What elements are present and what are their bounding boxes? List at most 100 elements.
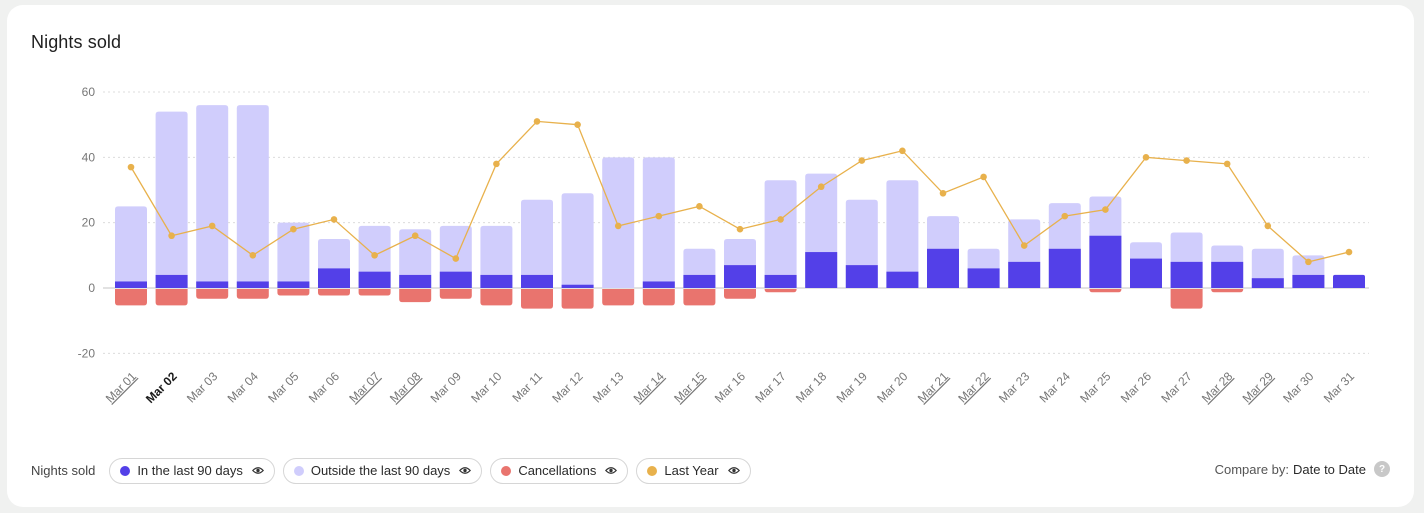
last-year-point bbox=[249, 252, 257, 259]
bar-in-last-90-days bbox=[1130, 258, 1162, 288]
x-tick-label: Mar 16 bbox=[712, 369, 749, 406]
y-tick-label: -20 bbox=[78, 346, 96, 360]
bar-in-last-90-days bbox=[439, 271, 472, 288]
bar-cancellations bbox=[683, 289, 716, 306]
x-tick-label: Mar 28 bbox=[1199, 369, 1236, 406]
bar-outside-90-days bbox=[561, 193, 594, 288]
bar-outside-90-days bbox=[399, 229, 432, 288]
bar-in-last-90-days bbox=[1251, 278, 1284, 288]
legend-toggle-cancellations[interactable]: Cancellations bbox=[490, 457, 629, 484]
x-tick-label: Mar 13 bbox=[590, 369, 627, 406]
bar-in-last-90-days bbox=[1211, 261, 1244, 288]
bar-in-last-90-days bbox=[277, 281, 310, 288]
x-tick-label: Mar 14 bbox=[631, 369, 668, 406]
bar-in-last-90-days bbox=[155, 274, 188, 288]
x-tick-label: Mar 27 bbox=[1158, 369, 1195, 406]
x-tick-label: Mar 17 bbox=[752, 369, 789, 406]
legend-item-label: Cancellations bbox=[518, 463, 597, 478]
bar-in-last-90-days bbox=[1089, 235, 1122, 288]
bar-cancellations bbox=[561, 289, 594, 309]
bar-in-last-90-days bbox=[358, 271, 391, 288]
bar-in-last-90-days bbox=[642, 281, 675, 288]
bar-cancellations bbox=[642, 289, 675, 306]
legend-item-label: Outside the last 90 days bbox=[310, 463, 451, 478]
bar-cancellations bbox=[1211, 289, 1244, 293]
bar-cancellations bbox=[764, 289, 797, 293]
bar-outside-90-days bbox=[277, 222, 310, 288]
bar-in-last-90-days bbox=[1292, 274, 1325, 288]
bar-outside-90-days bbox=[642, 157, 675, 288]
bar-in-last-90-days bbox=[561, 284, 594, 288]
legend-toggle-last-year[interactable]: Last Year bbox=[636, 457, 751, 484]
bar-in-last-90-days bbox=[927, 248, 959, 288]
last-year-point bbox=[1061, 212, 1069, 220]
x-tick-label: Mar 18 bbox=[793, 369, 830, 406]
eye-icon bbox=[459, 467, 472, 474]
bar-outside-90-days bbox=[480, 225, 513, 288]
last-year-point bbox=[655, 212, 663, 220]
last-year-point bbox=[899, 147, 906, 155]
bar-outside-90-days bbox=[236, 105, 269, 288]
bar-in-last-90-days bbox=[480, 274, 513, 288]
x-tick-label: Mar 04 bbox=[225, 369, 262, 406]
bar-cancellations bbox=[399, 289, 432, 303]
bar-cancellations bbox=[115, 289, 147, 306]
bar-cancellations bbox=[1089, 289, 1122, 293]
card-title: Nights sold bbox=[31, 32, 122, 52]
bar-in-last-90-days bbox=[805, 252, 838, 288]
series-color-dot bbox=[293, 465, 304, 476]
legend-toggle-in-last-90-days[interactable]: In the last 90 days bbox=[109, 457, 275, 484]
last-year-point bbox=[777, 216, 784, 223]
x-tick-label: Mar 06 bbox=[306, 369, 343, 406]
x-tick-label: Mar 12 bbox=[549, 369, 586, 406]
x-tick-label: Mar 23 bbox=[996, 369, 1033, 406]
compare-by: Compare by: Date to Date ? bbox=[1215, 461, 1390, 477]
bar-cancellations bbox=[318, 289, 350, 296]
x-tick-label: Mar 30 bbox=[1280, 369, 1317, 406]
bar-outside-90-days bbox=[196, 105, 229, 288]
x-tick-label: Mar 03 bbox=[184, 369, 221, 406]
last-year-point bbox=[1345, 248, 1353, 256]
bar-in-last-90-days bbox=[521, 274, 553, 288]
bar-in-last-90-days bbox=[115, 281, 147, 288]
last-year-point bbox=[533, 118, 541, 125]
last-year-point bbox=[1223, 160, 1231, 168]
last-year-point bbox=[696, 203, 703, 210]
series-color-dot bbox=[501, 465, 512, 476]
x-tick-label: Mar 11 bbox=[509, 369, 545, 405]
legend-item-label: Last Year bbox=[664, 463, 719, 478]
x-tick-label: Mar 15 bbox=[671, 369, 708, 406]
last-year-point bbox=[1264, 222, 1272, 230]
bar-in-last-90-days bbox=[236, 281, 269, 288]
eye-icon bbox=[251, 467, 264, 474]
x-tick-label: Mar 26 bbox=[1118, 369, 1155, 406]
bar-cancellations bbox=[277, 289, 310, 296]
legend-label: Nights sold bbox=[31, 463, 96, 478]
last-year-point bbox=[168, 232, 175, 240]
bar-in-last-90-days bbox=[845, 265, 878, 288]
last-year-point bbox=[1142, 154, 1150, 161]
x-tick-label: Mar 05 bbox=[265, 369, 302, 406]
y-tick-label: 20 bbox=[82, 216, 96, 230]
bar-in-last-90-days bbox=[1048, 248, 1081, 288]
last-year-point bbox=[980, 173, 987, 181]
legend-item-label: In the last 90 days bbox=[137, 463, 243, 478]
bar-outside-90-days bbox=[155, 111, 188, 288]
compare-by-value[interactable]: Date to Date bbox=[1293, 461, 1366, 477]
last-year-point bbox=[371, 252, 378, 259]
legend-toggle-outside-last-90-days[interactable]: Outside the last 90 days bbox=[282, 457, 483, 484]
bar-cancellations bbox=[602, 289, 635, 306]
bar-in-last-90-days bbox=[724, 265, 756, 288]
bar-in-last-90-days bbox=[1008, 261, 1041, 288]
x-tick-label: Mar 10 bbox=[468, 369, 505, 406]
x-tick-label: Mar 20 bbox=[874, 369, 911, 406]
x-tick-label: Mar 09 bbox=[428, 369, 465, 406]
x-tick-label: Mar 07 bbox=[346, 369, 383, 406]
question-icon[interactable]: ? bbox=[1374, 461, 1390, 477]
bar-outside-90-days bbox=[115, 206, 147, 288]
last-year-point bbox=[1183, 157, 1190, 164]
bar-cancellations bbox=[196, 289, 229, 299]
bar-in-last-90-days bbox=[1170, 261, 1203, 288]
x-tick-label: Mar 22 bbox=[955, 369, 992, 406]
bar-outside-90-days bbox=[521, 199, 553, 288]
